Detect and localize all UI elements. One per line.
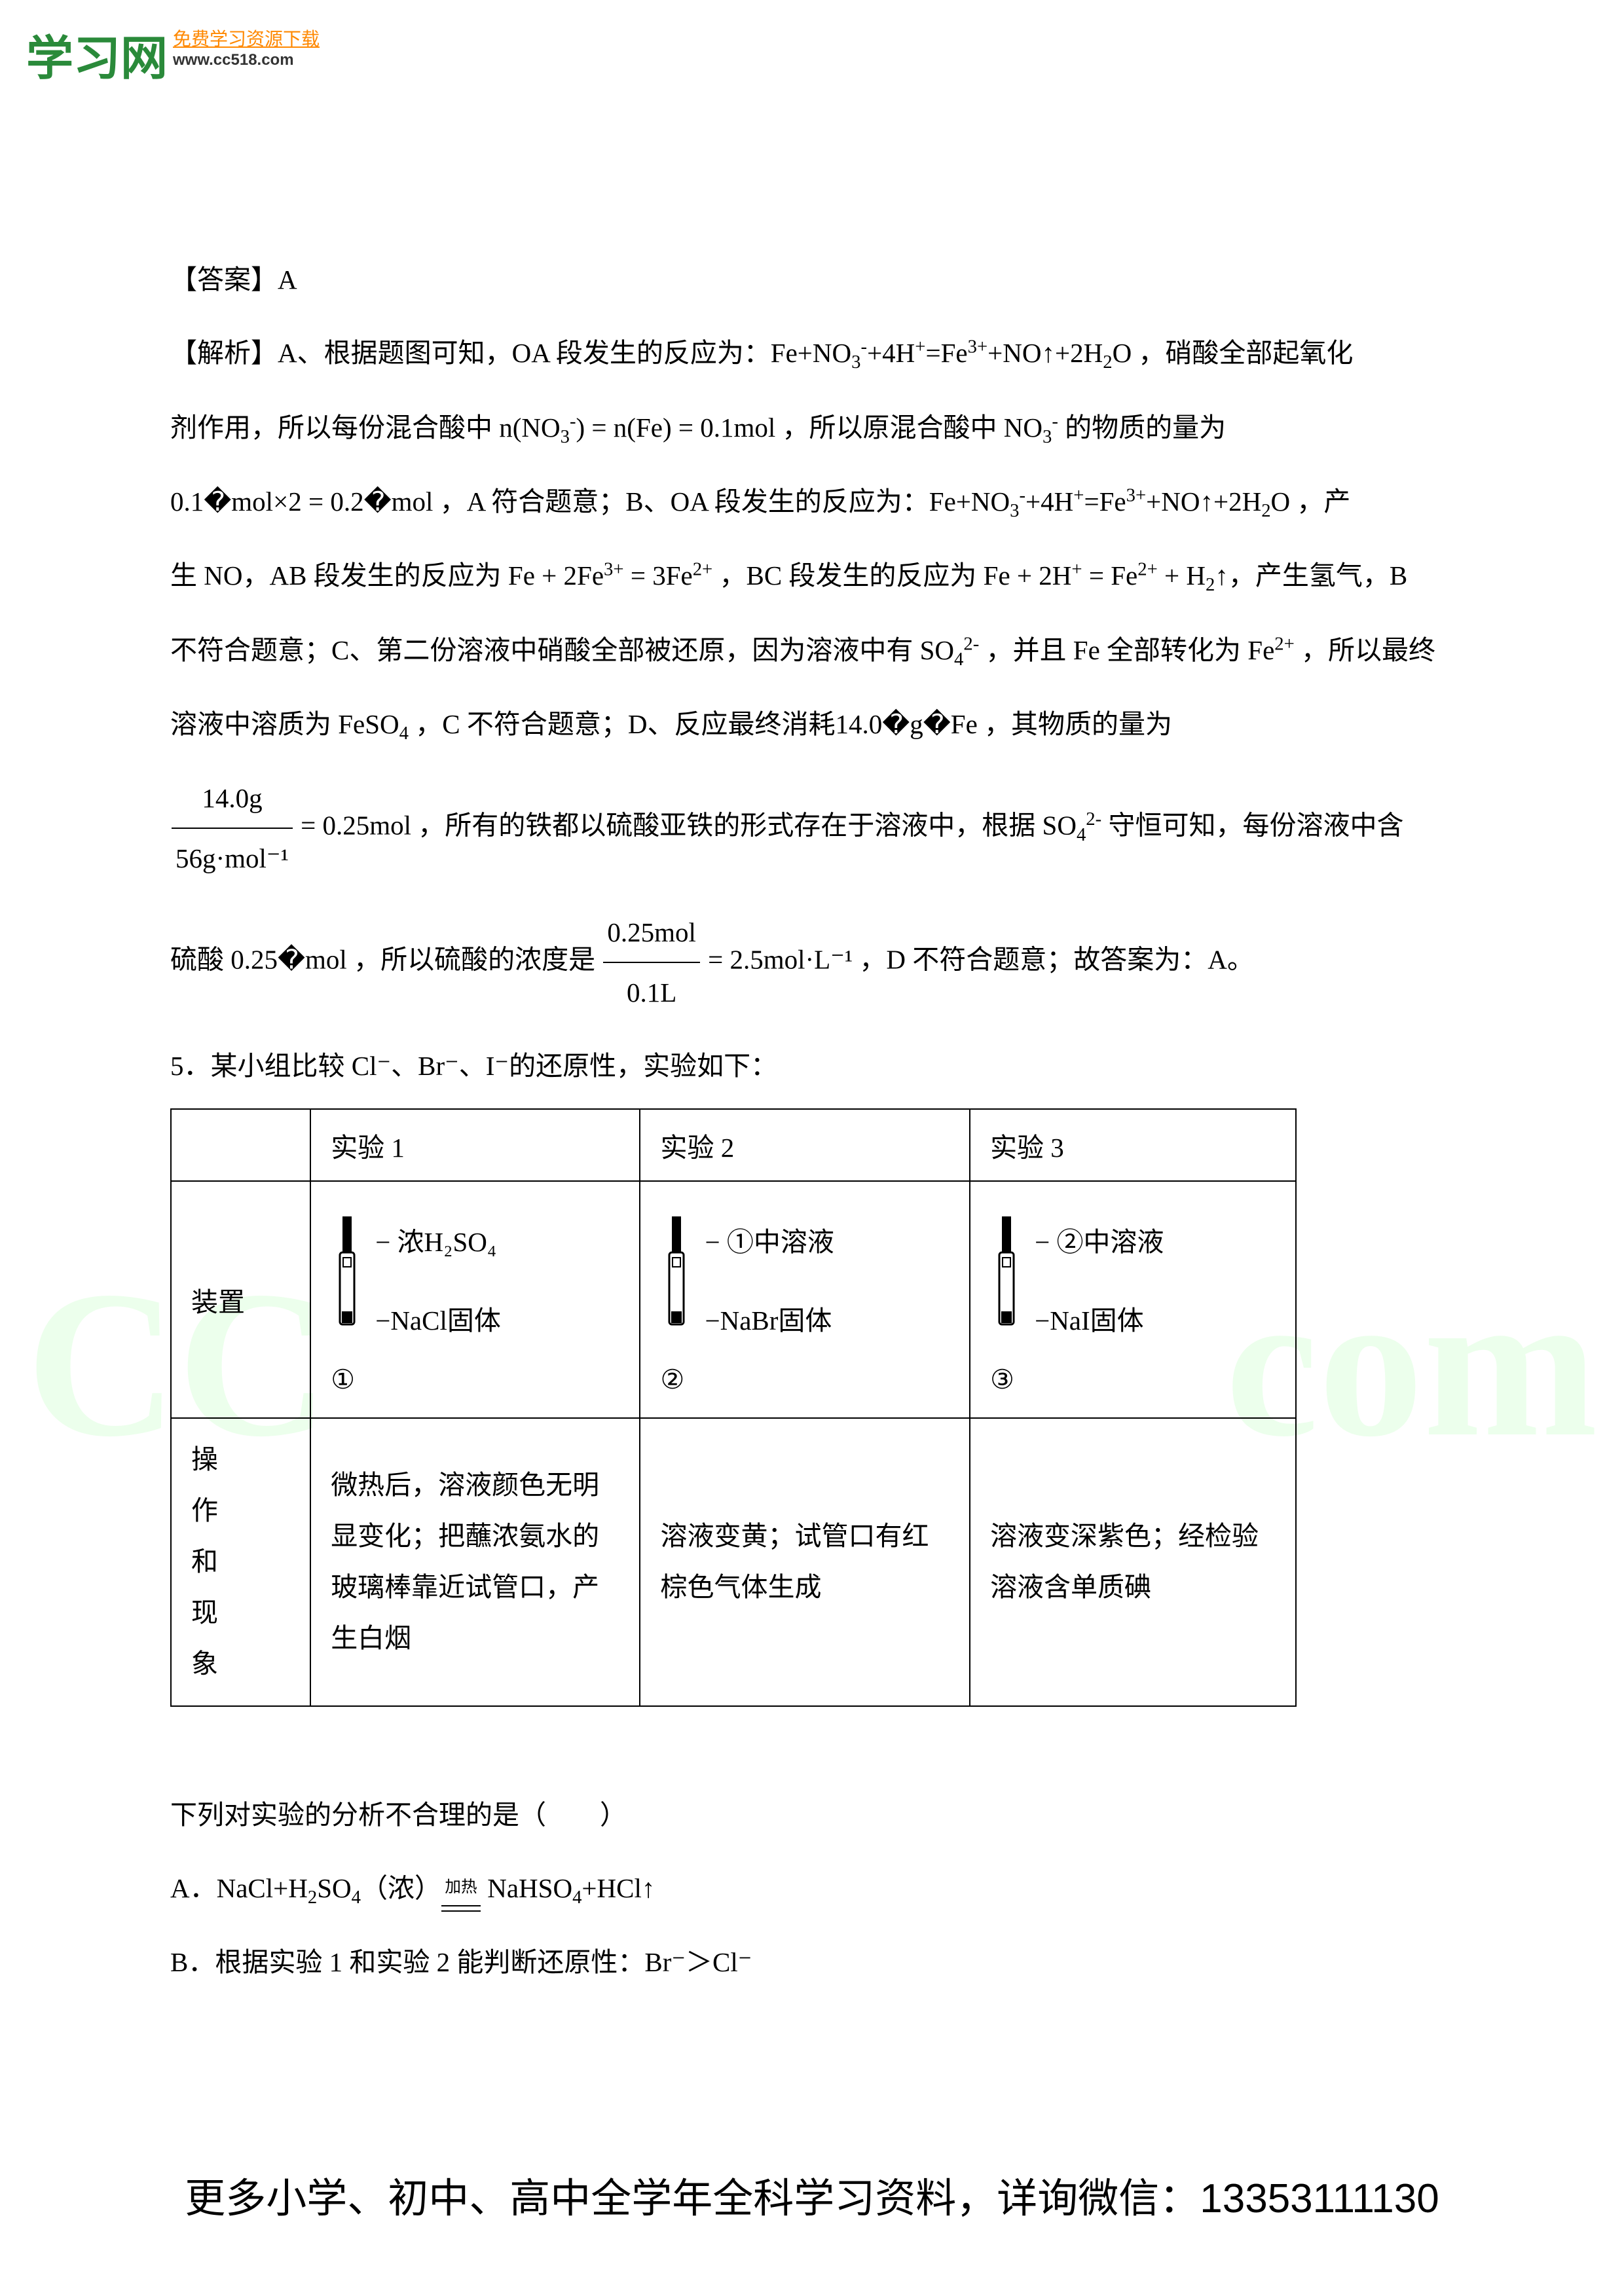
heat-label: 加热 [441, 1870, 481, 1905]
label-bottom: NaCl固体 [390, 1305, 501, 1336]
fraction-2: 0.25mol0.1L [603, 903, 700, 1022]
text: 守恒可知，每份溶液中含 [1101, 811, 1403, 841]
answer-line: 【答案】A [170, 250, 1454, 309]
text: ，所以最终 [1295, 635, 1435, 665]
analysis-p7: 14.0g56g·mol⁻¹ = 0.25mol ，所有的铁都以硫酸亚铁的形式存… [170, 769, 1454, 888]
text: =Fe [925, 338, 967, 368]
text: 的物质的量为 [1058, 412, 1226, 443]
text: +4H [867, 338, 915, 368]
text: O ，产 [1271, 486, 1351, 517]
text: = 3Fe [624, 560, 693, 591]
q5-intro: 5．某小组比较 Cl⁻、Br⁻、I⁻的还原性，实验如下： [170, 1036, 1454, 1095]
text: +4H [1025, 486, 1073, 517]
logo-chinese: 学习网 [26, 20, 168, 88]
text: （浓） [361, 1873, 441, 1903]
table-row: 操作和现象 微热后，溶液颜色无明显变化；把蘸浓氨水的玻璃棒靠近试管口，产生白烟 … [171, 1418, 1296, 1705]
table-row: 实验 1 实验 2 实验 3 [171, 1109, 1296, 1181]
label-bottom: NaI固体 [1050, 1305, 1143, 1336]
option-a: A．NaCl+H2SO4（浓）加热 NaHSO4+HCl↑ [170, 1859, 1454, 1918]
text: = Fe [1082, 560, 1138, 591]
table-cell: 溶液变深紫色；经检验溶液含单质碘 [970, 1418, 1296, 1705]
table-cell: − ②中溶液 −NaI固体 ③ [970, 1181, 1296, 1418]
fraction-1: 14.0g56g·mol⁻¹ [172, 769, 293, 888]
text: 【解析】A、根据题图可知，OA 段发生的反应为：Fe+NO [170, 338, 851, 368]
table-cell: 装置 [171, 1181, 310, 1418]
text: = 2.5mol·L⁻¹ ，D 不符合题意；故答案为：A。 [701, 944, 1254, 974]
text: ，C 不符合题意；D、反应最终消耗14.0�g�Fe ，其物质的量为 [409, 709, 1172, 739]
test-tube-icon [660, 1213, 693, 1344]
tube-number: ② [660, 1364, 950, 1395]
text: +NO↑+2H [1146, 486, 1261, 517]
text: =Fe [1084, 486, 1126, 517]
text: 硫酸 0.25�mol ，所以硫酸的浓度是 [170, 944, 602, 974]
analysis-p8: 硫酸 0.25�mol ，所以硫酸的浓度是 0.25mol0.1L = 2.5m… [170, 903, 1454, 1022]
text: 不符合题意；C、第二份溶液中硝酸全部被还原，因为溶液中有 SO [170, 635, 954, 665]
text: O ，硝酸全部起氧化 [1113, 338, 1354, 368]
text: A．NaCl+H [170, 1873, 308, 1903]
text: +HCl↑ [581, 1873, 655, 1903]
table-cell [171, 1109, 310, 1181]
header-logo: 学习网 免费学习资源下载 www.cc518.com [26, 20, 320, 88]
denominator: 56g·mol⁻¹ [172, 829, 293, 888]
text: 0.1�mol×2 = 0.2�mol ，A 符合题意；B、OA 段发生的反应为… [170, 486, 1010, 517]
text: NaHSO [481, 1873, 572, 1903]
experiment-table: 实验 1 实验 2 实验 3 装置 − 浓H₂SO₄ −NaCl固体 ① [170, 1108, 1297, 1706]
main-content: 【答案】A 【解析】A、根据题图可知，OA 段发生的反应为：Fe+NO3-+4H… [170, 236, 1454, 2006]
table-row: 装置 − 浓H₂SO₄ −NaCl固体 ① [171, 1181, 1296, 1418]
analysis-p2: 剂作用，所以每份混合酸中 n(NO3-) = n(Fe) = 0.1mol ，所… [170, 398, 1454, 458]
text: ，并且 Fe 全部转化为 Fe [979, 635, 1274, 665]
q5-stem: 下列对实验的分析不合理的是（ ） [170, 1785, 1454, 1844]
tube-number: ③ [990, 1364, 1276, 1395]
analysis-p1: 【解析】A、根据题图可知，OA 段发生的反应为：Fe+NO3-+4H+=Fe3+… [170, 323, 1454, 383]
row-label: 操作和现象 [191, 1434, 218, 1689]
analysis-p3: 0.1�mol×2 = 0.2�mol ，A 符合题意；B、OA 段发生的反应为… [170, 472, 1454, 532]
test-tube-icon [331, 1213, 363, 1344]
analysis-p6: 溶液中溶质为 FeSO4 ，C 不符合题意；D、反应最终消耗14.0�g�Fe … [170, 695, 1454, 754]
table-header: 实验 1 [310, 1109, 640, 1181]
logo-url: www.cc518.com [173, 51, 320, 69]
text: ↑，产生氢气，B [1215, 560, 1407, 591]
table-header: 实验 2 [640, 1109, 970, 1181]
text: +NO↑+2H [987, 338, 1103, 368]
text: 生 NO，AB 段发生的反应为 Fe + 2Fe [170, 560, 604, 591]
test-tube-icon [990, 1213, 1023, 1344]
table-header: 实验 3 [970, 1109, 1296, 1181]
text: = 0.25mol ，所有的铁都以硫酸亚铁的形式存在于溶液中，根据 SO [294, 811, 1077, 841]
label-bottom: NaBr固体 [720, 1305, 832, 1336]
numerator: 14.0g [172, 769, 293, 829]
tube-number: ① [331, 1364, 619, 1395]
footer-text: 更多小学、初中、高中全学年全科学习资料，详询微信：13353111130 [0, 2165, 1624, 2224]
text: + H [1158, 560, 1206, 591]
label-top: ②中溶液 [1056, 1227, 1164, 1257]
text: ) = n(Fe) = 0.1mol ，所以原混合酸中 NO [576, 412, 1043, 443]
table-cell: 溶液变黄；试管口有红棕色气体生成 [640, 1418, 970, 1705]
denominator: 0.1L [603, 963, 700, 1022]
analysis-p5: 不符合题意；C、第二份溶液中硝酸全部被还原，因为溶液中有 SO42- ，并且 F… [170, 621, 1454, 680]
option-b: B．根据实验 1 和实验 2 能判断还原性：Br⁻＞Cl⁻ [170, 1933, 1454, 1992]
table-cell: 微热后，溶液颜色无明显变化；把蘸浓氨水的玻璃棒靠近试管口，产生白烟 [310, 1418, 640, 1705]
text: 溶液中溶质为 FeSO [170, 709, 399, 739]
label-top: ①中溶液 [727, 1227, 834, 1257]
label-top: 浓H₂SO₄ [397, 1227, 497, 1257]
table-cell: − ①中溶液 −NaBr固体 ② [640, 1181, 970, 1418]
table-cell: − 浓H₂SO₄ −NaCl固体 ① [310, 1181, 640, 1418]
logo-tagline: 免费学习资源下载 [173, 25, 320, 51]
text: ，BC 段发生的反应为 Fe + 2H [712, 560, 1071, 591]
numerator: 0.25mol [603, 903, 700, 963]
analysis-p4: 生 NO，AB 段发生的反应为 Fe + 2Fe3+ = 3Fe2+ ，BC 段… [170, 546, 1454, 606]
text: 剂作用，所以每份混合酸中 n(NO [170, 412, 561, 443]
text: SO [317, 1873, 351, 1903]
table-cell: 操作和现象 [171, 1418, 310, 1705]
